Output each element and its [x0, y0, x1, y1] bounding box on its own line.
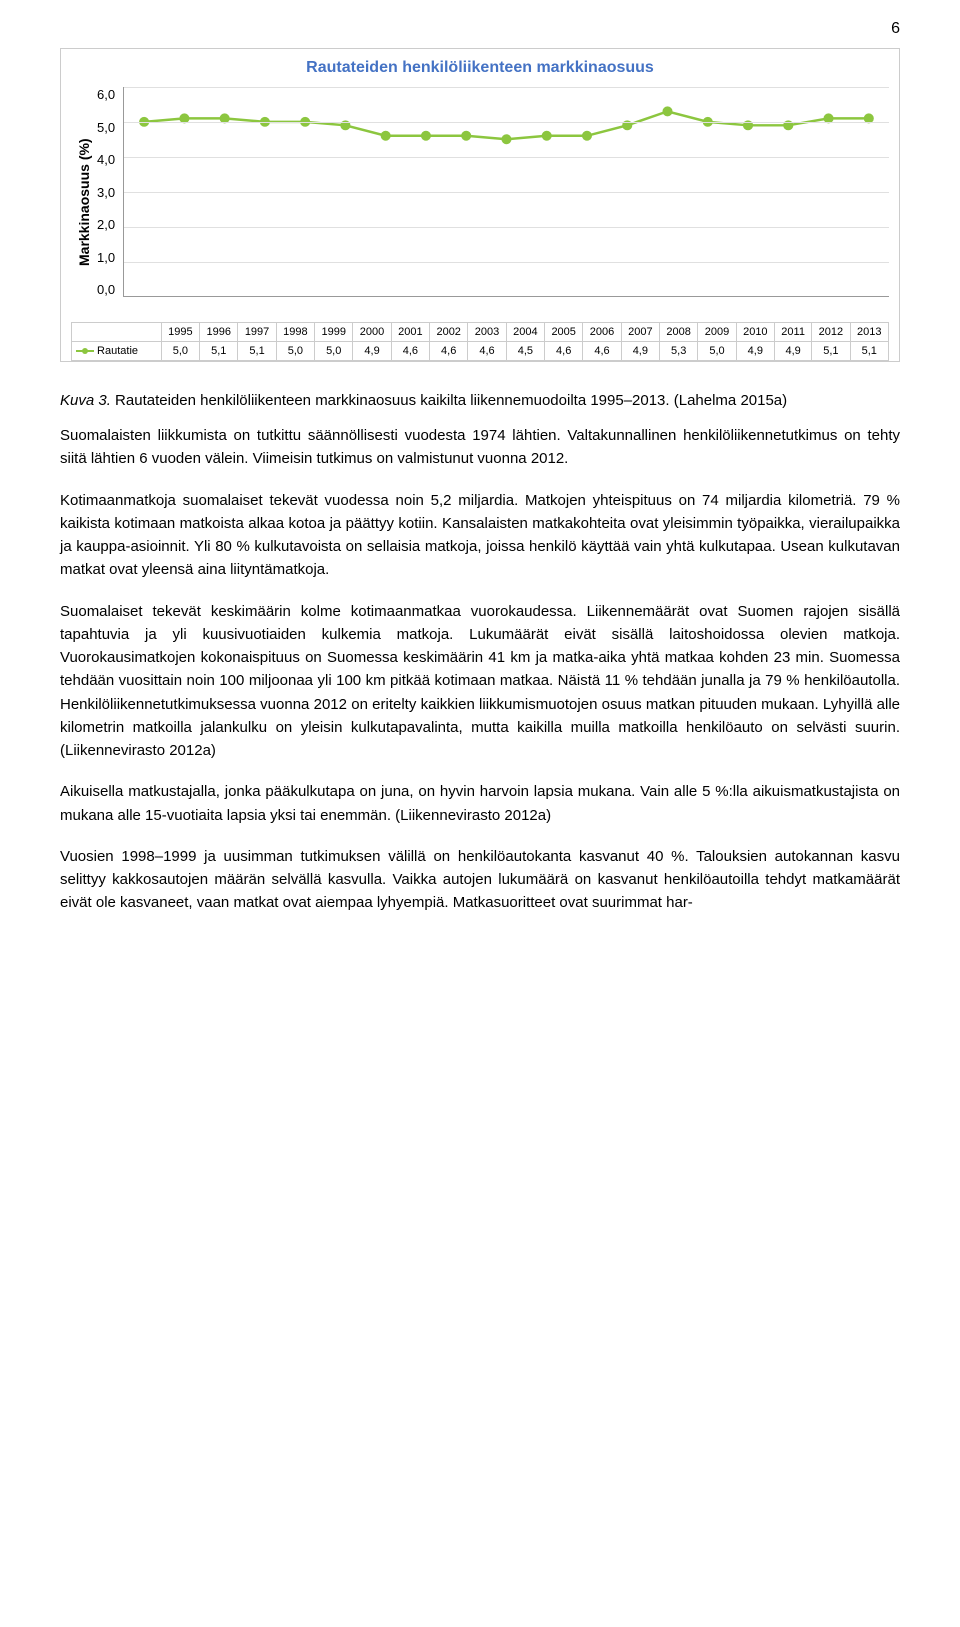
table-data-row: Rautatie5,05,15,15,05,04,94,64,64,64,54,… [72, 342, 889, 361]
table-value-cell: 4,6 [391, 342, 429, 361]
y-axis-label: Markkinaosuus (%) [71, 87, 97, 317]
table-value-cell: 4,9 [736, 342, 774, 361]
y-tick: 5,0 [97, 120, 115, 135]
y-tick: 6,0 [97, 87, 115, 102]
table-year-cell: 2006 [583, 323, 621, 342]
body-paragraph: Suomalaiset tekevät keskimäärin kolme ko… [60, 600, 900, 763]
y-tick: 2,0 [97, 217, 115, 232]
figure-caption: Kuva 3. Rautateiden henkilöliikenteen ma… [60, 392, 900, 409]
table-year-cell: 2004 [506, 323, 544, 342]
chart-data-table: 1995199619971998199920002001200220032004… [71, 322, 889, 361]
table-value-cell: 4,6 [430, 342, 468, 361]
table-value-cell: 4,9 [353, 342, 391, 361]
chart-marker [421, 131, 431, 141]
gridline [124, 262, 889, 263]
table-value-cell: 4,6 [583, 342, 621, 361]
table-year-cell: 2002 [430, 323, 468, 342]
page-number: 6 [60, 20, 900, 38]
chart-marker [542, 131, 552, 141]
gridline [124, 227, 889, 228]
table-year-cell: 2011 [774, 323, 811, 342]
table-header-row: 1995199619971998199920002001200220032004… [72, 323, 889, 342]
y-tick: 0,0 [97, 282, 115, 297]
table-year-cell: 1998 [276, 323, 314, 342]
chart-title: Rautateiden henkilöliikenteen markkinaos… [71, 59, 889, 77]
table-year-cell: 2000 [353, 323, 391, 342]
plot-area [123, 87, 889, 297]
table-year-cell: 1995 [161, 323, 199, 342]
table-year-cell: 2013 [850, 323, 888, 342]
table-value-cell: 5,0 [161, 342, 199, 361]
table-value-cell: 5,1 [238, 342, 276, 361]
table-year-cell: 2003 [468, 323, 506, 342]
gridline [124, 122, 889, 123]
gridline [124, 157, 889, 158]
y-tick: 3,0 [97, 185, 115, 200]
table-series-label: Rautatie [72, 342, 162, 361]
table-value-cell: 5,1 [850, 342, 888, 361]
table-year-cell: 2005 [545, 323, 583, 342]
table-value-cell: 4,9 [774, 342, 811, 361]
table-value-cell: 4,6 [545, 342, 583, 361]
body-paragraph: Vuosien 1998–1999 ja uusimman tutkimukse… [60, 845, 900, 915]
body-paragraph: Suomalaisten liikkumista on tutkittu sää… [60, 424, 900, 471]
table-value-cell: 4,6 [468, 342, 506, 361]
table-year-cell: 1996 [200, 323, 238, 342]
table-year-cell: 1999 [315, 323, 353, 342]
table-value-cell: 4,5 [506, 342, 544, 361]
chart-area: Markkinaosuus (%) 6,0 5,0 4,0 3,0 2,0 1,0 0,0 [71, 87, 889, 317]
y-axis-ticks: 6,0 5,0 4,0 3,0 2,0 1,0 0,0 [97, 87, 123, 297]
chart-marker [381, 131, 391, 141]
gridline [124, 87, 889, 88]
table-year-cell: 2012 [812, 323, 850, 342]
chart-marker [461, 131, 471, 141]
table-blank-cell [72, 323, 162, 342]
table-year-cell: 2008 [660, 323, 698, 342]
body-paragraphs: Suomalaisten liikkumista on tutkittu sää… [60, 424, 900, 915]
body-paragraph: Aikuisella matkustajalla, jonka pääkulku… [60, 780, 900, 827]
table-year-cell: 2010 [736, 323, 774, 342]
body-paragraph: Kotimaanmatkoja suomalaiset tekevät vuod… [60, 489, 900, 582]
table-value-cell: 5,0 [698, 342, 736, 361]
table-value-cell: 4,9 [621, 342, 659, 361]
y-tick: 4,0 [97, 152, 115, 167]
table-year-cell: 1997 [238, 323, 276, 342]
table-value-cell: 5,1 [812, 342, 850, 361]
table-value-cell: 5,0 [276, 342, 314, 361]
chart-container: Rautateiden henkilöliikenteen markkinaos… [60, 48, 900, 362]
chart-marker [582, 131, 592, 141]
y-tick: 1,0 [97, 250, 115, 265]
table-value-cell: 5,3 [660, 342, 698, 361]
figure-label: Kuva 3. [60, 392, 111, 409]
table-year-cell: 2007 [621, 323, 659, 342]
table-value-cell: 5,1 [200, 342, 238, 361]
table-year-cell: 2001 [391, 323, 429, 342]
chart-marker [663, 106, 673, 116]
table-year-cell: 2009 [698, 323, 736, 342]
gridline [124, 192, 889, 193]
figure-caption-text: Rautateiden henkilöliikenteen markkinaos… [115, 392, 787, 409]
table-value-cell: 5,0 [315, 342, 353, 361]
chart-marker [502, 134, 512, 144]
